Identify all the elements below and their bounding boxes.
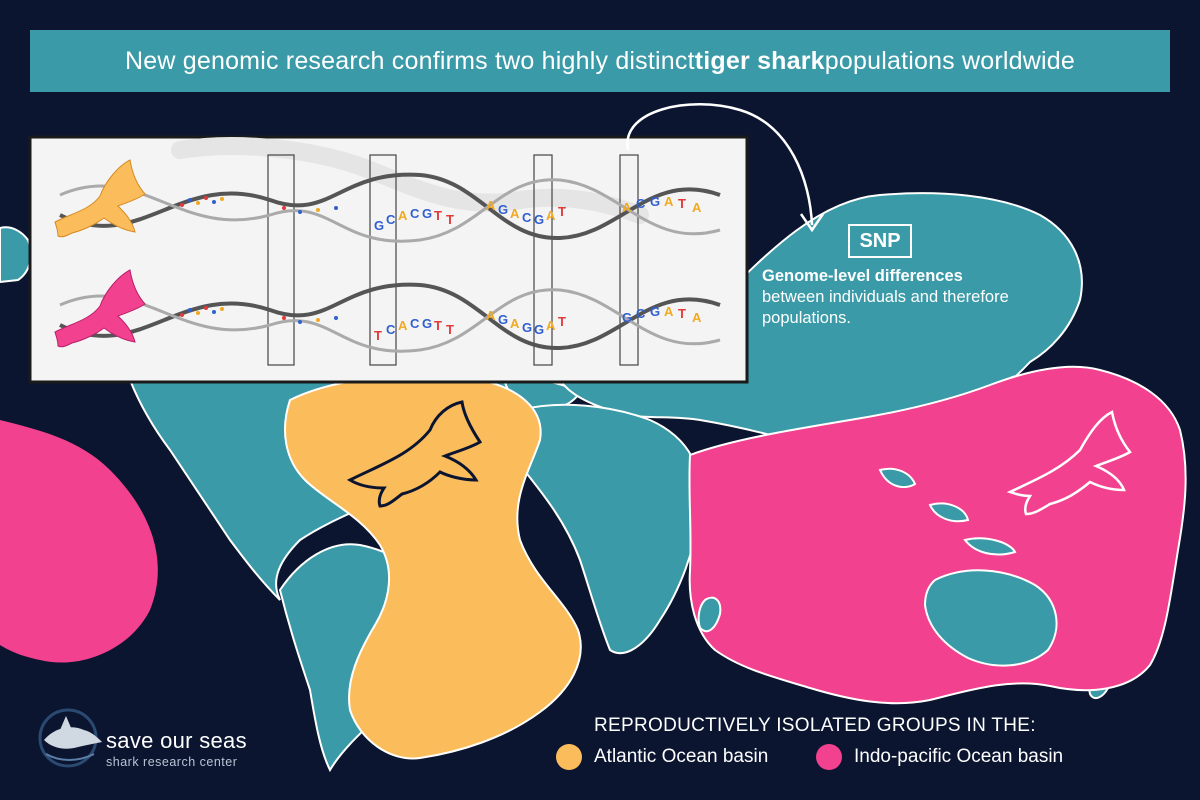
- dna-base-bottom: T: [446, 322, 454, 337]
- snp-arrow: [626, 103, 814, 226]
- legend-item-atlantic: Atlantic Ocean basin: [556, 744, 768, 770]
- indopacific-land-overlays: [697, 467, 1058, 667]
- dna-helix-bottom: [59, 282, 721, 353]
- dna-bases-bottom: T C A C G T TA G A G G A T G C G A T A: [374, 304, 702, 343]
- page-title: New genomic research confirms two highly…: [30, 30, 1170, 92]
- dna-base-bottom: C: [386, 322, 396, 337]
- dna-base-bottom: G: [498, 312, 508, 327]
- base-dots: [180, 196, 338, 324]
- dna-base-bottom: T: [678, 306, 686, 321]
- legend-label-atlantic: Atlantic Ocean basin: [594, 746, 769, 767]
- logo-name: save our seas: [106, 728, 247, 753]
- dna-base-bottom: G: [650, 304, 660, 319]
- legend-item-indopacific: Indo-pacific Ocean basin: [816, 744, 1063, 770]
- dna-base-top: A: [692, 200, 702, 215]
- dna-base-top: C: [410, 206, 420, 221]
- snp-description-text: between individuals and therefore popula…: [762, 288, 1009, 327]
- legend-label-indopacific: Indo-pacific Ocean basin: [854, 746, 1064, 767]
- snp-arrowhead: [799, 213, 825, 233]
- dna-base-bottom: G: [534, 322, 544, 337]
- dna-base-top: C: [522, 210, 532, 225]
- dna-base-top: A: [510, 206, 520, 221]
- dna-base-top: T: [434, 208, 442, 223]
- atlantic-region: [284, 374, 582, 760]
- dna-base-bottom: G: [622, 310, 632, 325]
- legend-title: REPRODUCTIVELY ISOLATED GROUPS IN THE:: [594, 715, 1036, 736]
- dna-base-bottom: C: [636, 306, 646, 321]
- title-emphasis: tiger shark: [694, 46, 825, 75]
- atlantic-color-dot: [556, 744, 582, 770]
- dna-base-bottom: A: [692, 310, 702, 325]
- indopacific-shark-icon: [54, 269, 146, 348]
- dna-base-top: G: [498, 202, 508, 217]
- dna-helix-top: [59, 172, 721, 243]
- dna-base-bottom: G: [422, 316, 432, 331]
- save-our-seas-logo-mark: [38, 708, 102, 768]
- dna-base-bottom: T: [558, 314, 566, 329]
- dna-base-top: G: [374, 218, 384, 233]
- logo-subtitle: shark research center: [106, 755, 238, 769]
- dna-panel: G C A C G T TA G A C G A T A C G A T A T C A C G T TA G A G G A T G C G A T…: [28, 135, 749, 384]
- atlantic-shark-icon: [54, 159, 146, 238]
- dna-base-top: G: [650, 194, 660, 209]
- dna-base-top: T: [678, 196, 686, 211]
- dna-base-bottom: G: [522, 320, 532, 335]
- dna-base-bottom: A: [510, 316, 520, 331]
- dna-base-top: G: [534, 212, 544, 227]
- snp-heading: Genome-level differences: [762, 267, 963, 285]
- indopacific-region-east: [688, 365, 1187, 705]
- dna-base-bottom: T: [434, 318, 442, 333]
- snp-label: SNP: [848, 224, 912, 258]
- dna-base-bottom: A: [398, 318, 408, 333]
- dna-base-bottom: T: [374, 328, 382, 343]
- title-before: New genomic research confirms two highly…: [125, 46, 695, 75]
- logo: save our seas shark research center: [106, 728, 247, 769]
- dna-base-bottom: C: [410, 316, 420, 331]
- dna-base-top: C: [386, 212, 396, 227]
- snp-description: Genome-level differences between individ…: [762, 266, 1022, 329]
- dna-bases-top: G C A C G T TA G A C G A T A C G A T A: [374, 194, 702, 233]
- dna-base-top: A: [486, 198, 496, 213]
- indopacific-region-west: [0, 420, 158, 663]
- title-after: populations worldwide: [824, 46, 1075, 75]
- atlantic-shark-outline: [346, 400, 483, 508]
- dna-base-top: T: [558, 204, 566, 219]
- indopacific-shark-outline: [1006, 410, 1132, 516]
- indopacific-color-dot: [816, 744, 842, 770]
- dna-base-top: C: [636, 196, 646, 211]
- dna-base-bottom: A: [486, 308, 496, 323]
- dna-base-top: G: [422, 206, 432, 221]
- dna-base-top: A: [398, 208, 408, 223]
- dna-base-top: A: [546, 208, 556, 223]
- dna-base-top: A: [664, 194, 674, 209]
- dna-base-bottom: A: [664, 304, 674, 319]
- dna-base-top: T: [446, 212, 454, 227]
- dna-base-top: A: [622, 200, 632, 215]
- dna-base-bottom: A: [546, 318, 556, 333]
